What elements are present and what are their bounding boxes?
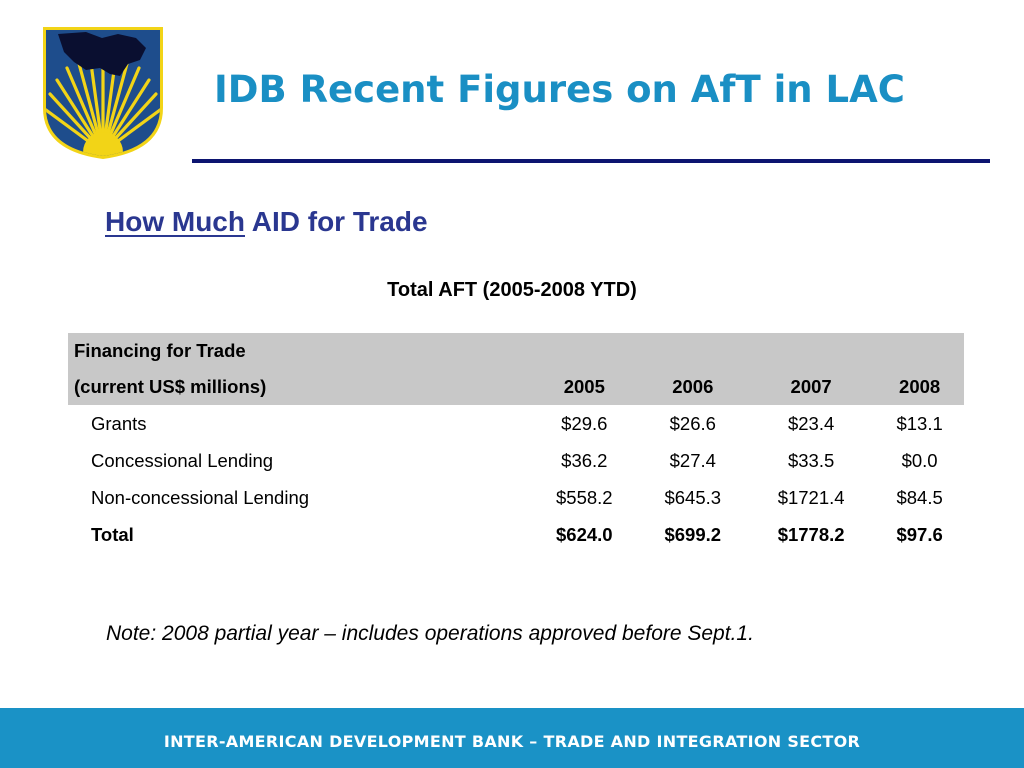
cell-value: $624.0: [556, 523, 613, 545]
row-label: Grants: [91, 412, 147, 434]
cell-value: $1721.4: [777, 486, 845, 508]
cell-value: $0.0: [901, 449, 938, 471]
header-spacer: [639, 333, 747, 369]
header-label-line1: Financing for Trade: [74, 340, 246, 361]
cell-value: $1778.2: [777, 523, 845, 545]
footer-text: INTER-AMERICAN DEVELOPMENT BANK – TRADE …: [163, 732, 861, 751]
header-spacer: [747, 333, 875, 369]
year-header: 2007: [790, 376, 832, 397]
cell-value: $13.1: [896, 412, 943, 434]
year-header: 2006: [672, 376, 714, 397]
row-label: Total: [91, 523, 134, 545]
cell-value: $33.5: [787, 449, 835, 471]
footer-bar: INTER-AMERICAN DEVELOPMENT BANK – TRADE …: [0, 708, 1024, 768]
title-divider: [192, 159, 990, 163]
row-label: Non-concessional Lending: [91, 486, 310, 508]
section-title-rest: AID for Trade: [245, 206, 428, 237]
year-header: 2008: [899, 376, 941, 397]
table-row-non-concessional: Non-concessional Lending $558.2 $645.3 $…: [68, 479, 964, 516]
cell-value: $27.4: [669, 449, 716, 471]
idb-logo-icon: [43, 27, 163, 159]
aft-table: Financing for Trade (current US$ million…: [68, 333, 964, 553]
cell-value: $23.4: [787, 412, 835, 434]
cell-value: $29.6: [561, 412, 608, 434]
cell-value: $26.6: [669, 412, 716, 434]
table-row-grants: Grants $29.6 $26.6 $23.4 $13.1: [68, 405, 964, 442]
cell-value: $558.2: [556, 486, 613, 508]
page-title: IDB Recent Figures on AfT in LAC: [214, 68, 905, 111]
header-spacer: [530, 333, 638, 369]
section-title-lead: How Much: [105, 206, 245, 237]
row-label: Concessional Lending: [91, 449, 274, 471]
section-title: How Much AID for Trade: [105, 205, 428, 239]
table-header-row-1: Financing for Trade: [68, 333, 964, 369]
cell-value: $699.2: [664, 523, 722, 545]
table-row-concessional: Concessional Lending $36.2 $27.4 $33.5 $…: [68, 442, 964, 479]
footnote: Note: 2008 partial year – includes opera…: [106, 622, 754, 645]
year-header: 2005: [563, 376, 605, 397]
header-label-line2: (current US$ millions): [74, 376, 267, 397]
cell-value: $97.6: [896, 523, 943, 545]
table-header-row-2: (current US$ millions) 2005 2006 2007 20…: [68, 369, 964, 405]
table-row-total: Total $624.0 $699.2 $1778.2 $97.6: [68, 516, 964, 553]
cell-value: $645.3: [664, 486, 722, 508]
cell-value: $84.5: [896, 486, 943, 508]
header-spacer: [875, 333, 964, 369]
table-title: Total AFT (2005-2008 YTD): [387, 279, 637, 301]
cell-value: $36.2: [561, 449, 608, 471]
